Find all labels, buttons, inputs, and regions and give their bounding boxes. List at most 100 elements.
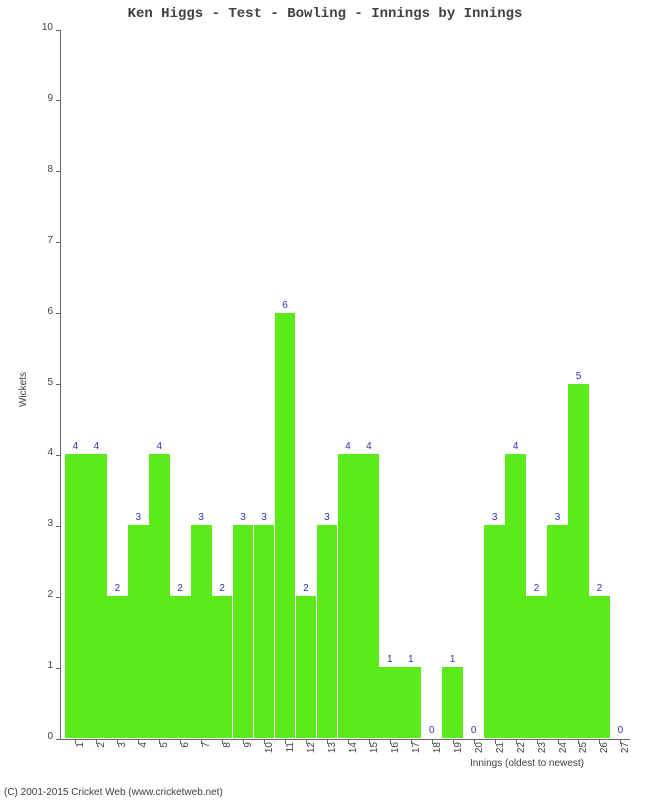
y-tick-mark [56, 384, 61, 385]
bar-value-label: 3 [128, 512, 149, 523]
bar-value-label: 1 [379, 654, 400, 665]
x-tick-label: 1 [75, 742, 86, 772]
bar-value-label: 1 [400, 654, 421, 665]
bar-value-label: 2 [526, 583, 547, 594]
y-tick-mark [56, 30, 61, 31]
y-tick-label: 6 [31, 306, 53, 317]
x-tick-label: 27 [620, 742, 631, 772]
bar-rect [568, 384, 589, 739]
y-tick-label: 8 [31, 164, 53, 175]
bar-rect [86, 454, 107, 738]
y-tick-mark [56, 171, 61, 172]
x-tick-label: 5 [159, 742, 170, 772]
x-tick-label: 13 [327, 742, 338, 772]
bar-value-label: 4 [358, 441, 379, 452]
y-tick-mark [56, 313, 61, 314]
bar-value-label: 4 [149, 441, 170, 452]
bar-value-label: 1 [442, 654, 463, 665]
chart-container: Ken Higgs - Test - Bowling - Innings by … [0, 0, 650, 800]
bar-value-label: 0 [610, 725, 631, 736]
bar-value-label: 3 [233, 512, 254, 523]
y-tick-mark [56, 668, 61, 669]
x-tick-label: 2 [96, 742, 107, 772]
x-tick-label: 19 [453, 742, 464, 772]
bar-value-label: 3 [547, 512, 568, 523]
bar-rect [233, 525, 254, 738]
bar-rect [317, 525, 338, 738]
bar-rect [65, 454, 86, 738]
bar-rect [191, 525, 212, 738]
y-tick-mark [56, 242, 61, 243]
bar-rect [254, 525, 275, 738]
bar-value-label: 2 [107, 583, 128, 594]
plot-area: 442342323362344110103423520 012345678910… [60, 30, 630, 740]
bar-value-label: 3 [191, 512, 212, 523]
y-tick-label: 4 [31, 447, 53, 458]
bar-rect [149, 454, 170, 738]
bar-value-label: 2 [296, 583, 317, 594]
y-tick-mark [56, 526, 61, 527]
bar-rect [589, 596, 610, 738]
y-tick-mark [56, 739, 61, 740]
x-tick-label: 8 [222, 742, 233, 772]
y-tick-mark [56, 597, 61, 598]
bar-value-label: 3 [484, 512, 505, 523]
bar-value-label: 4 [86, 441, 107, 452]
x-tick-label: 11 [285, 742, 296, 772]
y-tick-label: 5 [31, 377, 53, 388]
y-tick-label: 10 [31, 22, 53, 33]
y-tick-label: 9 [31, 93, 53, 104]
x-tick-label: 3 [117, 742, 128, 772]
y-tick-label: 0 [31, 731, 53, 742]
bar-rect [358, 454, 379, 738]
footer-copyright: (C) 2001-2015 Cricket Web (www.cricketwe… [4, 787, 223, 798]
x-tick-label: 10 [264, 742, 275, 772]
bar-rect [484, 525, 505, 738]
bar-value-label: 4 [505, 441, 526, 452]
bar-value-label: 2 [589, 583, 610, 594]
x-tick-label: 18 [432, 742, 443, 772]
y-tick-mark [56, 455, 61, 456]
x-tick-label: 7 [201, 742, 212, 772]
bar-value-label: 0 [421, 725, 442, 736]
bar-value-label: 3 [317, 512, 338, 523]
bar-rect [275, 313, 296, 738]
x-tick-label: 6 [180, 742, 191, 772]
bar-rect [526, 596, 547, 738]
x-tick-label: 14 [348, 742, 359, 772]
x-tick-label: 26 [599, 742, 610, 772]
bar-rect [442, 667, 463, 738]
bar-value-label: 5 [568, 371, 589, 382]
bar-value-label: 2 [170, 583, 191, 594]
y-tick-label: 2 [31, 589, 53, 600]
x-tick-label: 12 [306, 742, 317, 772]
bar-rect [400, 667, 421, 738]
x-tick-label: 4 [138, 742, 149, 772]
y-tick-label: 7 [31, 235, 53, 246]
x-tick-label: 17 [411, 742, 422, 772]
bar-rect [505, 454, 526, 738]
bar-rect [212, 596, 233, 738]
x-tick-label: 15 [369, 742, 380, 772]
bar-value-label: 3 [254, 512, 275, 523]
y-tick-label: 1 [31, 660, 53, 671]
bar-rect [128, 525, 149, 738]
x-tick-label: 9 [243, 742, 254, 772]
chart-title: Ken Higgs - Test - Bowling - Innings by … [0, 6, 650, 22]
bar-rect [338, 454, 359, 738]
x-axis-label: Innings (oldest to newest) [470, 758, 584, 769]
y-tick-label: 3 [31, 518, 53, 529]
bar-rect [547, 525, 568, 738]
bar-rect [296, 596, 317, 738]
bar-rect [379, 667, 400, 738]
bar-rect [170, 596, 191, 738]
y-axis-label: Wickets [18, 372, 29, 407]
bar-value-label: 4 [65, 441, 86, 452]
bar-value-label: 4 [338, 441, 359, 452]
bars-group: 442342323362344110103423520 [61, 29, 630, 738]
x-tick-label: 16 [390, 742, 401, 772]
bar-value-label: 2 [212, 583, 233, 594]
y-tick-mark [56, 100, 61, 101]
bar-value-label: 0 [463, 725, 484, 736]
bar-rect [107, 596, 128, 738]
